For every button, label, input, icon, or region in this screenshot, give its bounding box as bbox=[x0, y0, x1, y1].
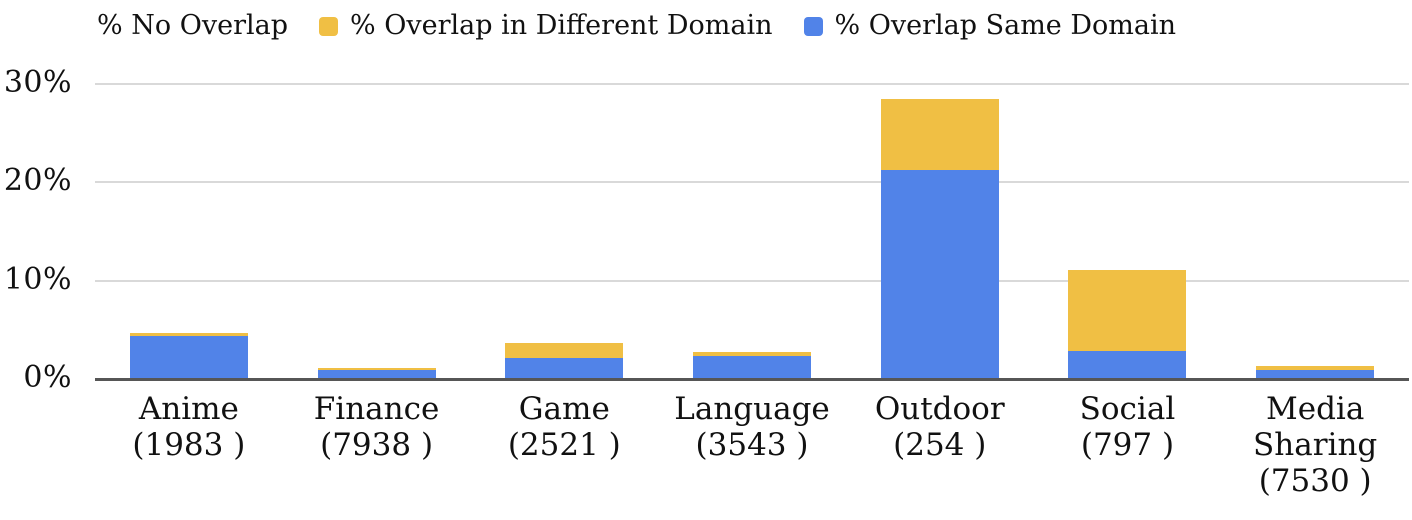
bar-anime bbox=[129, 332, 248, 379]
y-tick-label: 10% bbox=[3, 261, 72, 297]
y-tick-label: 0% bbox=[23, 360, 72, 396]
bar-segment-same-domain bbox=[317, 370, 436, 379]
bar-slot bbox=[95, 84, 283, 379]
category-count: (3543 ) bbox=[695, 427, 809, 463]
bar-media-sharing bbox=[1256, 366, 1375, 379]
plot-area bbox=[95, 83, 1409, 381]
bar-segment-same-domain bbox=[505, 358, 624, 379]
bar-game bbox=[505, 342, 624, 379]
x-category-label: Outdoor (254 ) bbox=[846, 391, 1034, 499]
x-category-label: Language (3543 ) bbox=[658, 391, 846, 499]
bar-segment-different-domain bbox=[1068, 269, 1187, 352]
bar-slot bbox=[1221, 84, 1409, 379]
bar-segment-same-domain bbox=[693, 356, 812, 379]
gridline bbox=[95, 83, 1409, 85]
category-count: (797 ) bbox=[1080, 427, 1175, 463]
y-axis-labels: 0% 10% 20% 30% bbox=[0, 0, 82, 520]
category-name: Game bbox=[518, 391, 610, 427]
bar-segment-different-domain bbox=[880, 98, 999, 170]
bar-segment-different-domain bbox=[129, 332, 248, 336]
legend-label: % Overlap Same Domain bbox=[834, 9, 1177, 41]
bar-segment-same-domain bbox=[880, 169, 999, 379]
legend-label: % No Overlap bbox=[97, 9, 288, 41]
category-name: Language bbox=[674, 391, 830, 427]
legend-swatch-icon bbox=[803, 16, 823, 36]
bar-finance bbox=[317, 368, 436, 379]
x-axis-line bbox=[95, 378, 1409, 381]
legend-item: % No Overlap bbox=[97, 10, 288, 41]
legend-item: % Overlap Same Domain bbox=[803, 9, 1177, 41]
bar-segment-different-domain bbox=[1256, 366, 1375, 371]
bar-language bbox=[693, 352, 812, 379]
bar-segment-same-domain bbox=[129, 335, 248, 379]
bar-slot bbox=[470, 84, 658, 379]
category-name: Outdoor bbox=[874, 391, 1005, 427]
x-axis-labels: Anime (1983 ) Finance (7938 ) Game (2521 ) Lan… bbox=[95, 391, 1409, 499]
category-count: (254 ) bbox=[893, 427, 987, 463]
bar-social bbox=[1068, 269, 1187, 379]
bar-segment-same-domain bbox=[1068, 351, 1187, 379]
bar-segment-different-domain bbox=[317, 368, 436, 371]
bar-segment-different-domain bbox=[693, 352, 812, 357]
y-tick-label: 20% bbox=[3, 163, 72, 199]
category-name: Media Sharing bbox=[1253, 391, 1378, 463]
x-category-label: Game (2521 ) bbox=[470, 391, 658, 499]
chart-legend: % No Overlap % Overlap in Different Domai… bbox=[97, 4, 1176, 46]
bars-container bbox=[95, 84, 1409, 379]
bar-segment-same-domain bbox=[1256, 370, 1375, 379]
bar-slot bbox=[846, 84, 1034, 379]
bar-segment-different-domain bbox=[505, 342, 624, 359]
category-name: Social bbox=[1079, 391, 1176, 427]
category-count: (7938 ) bbox=[320, 427, 434, 463]
category-count: (2521 ) bbox=[507, 427, 621, 463]
bar-outdoor bbox=[880, 98, 999, 379]
category-count: (1983 ) bbox=[132, 427, 246, 463]
x-category-label: Finance (7938 ) bbox=[283, 391, 471, 499]
bar-slot bbox=[1034, 84, 1222, 379]
category-name: Finance bbox=[313, 391, 440, 427]
gridline bbox=[95, 181, 1409, 184]
x-category-label: Media Sharing (7530 ) bbox=[1221, 391, 1409, 499]
x-category-label: Social (797 ) bbox=[1034, 391, 1222, 499]
gridline bbox=[95, 279, 1409, 282]
legend-label: % Overlap in Different Domain bbox=[350, 9, 773, 41]
bar-slot bbox=[283, 84, 471, 379]
bar-slot bbox=[658, 84, 846, 379]
category-count: (7530 ) bbox=[1258, 463, 1372, 499]
legend-swatch-icon bbox=[319, 16, 338, 36]
y-tick-label: 30% bbox=[3, 65, 72, 101]
legend-item: % Overlap in Different Domain bbox=[319, 10, 773, 41]
category-name: Anime bbox=[138, 391, 239, 427]
x-category-label: Anime (1983 ) bbox=[95, 391, 283, 499]
